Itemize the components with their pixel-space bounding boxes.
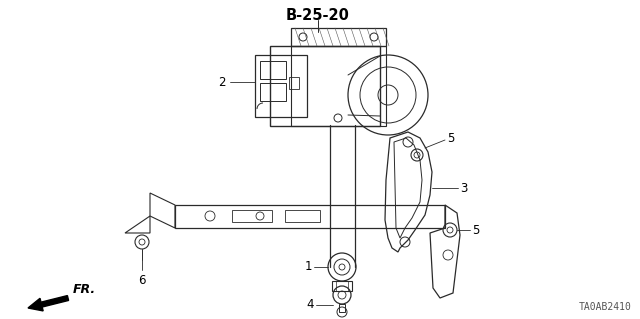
Bar <box>336 281 348 291</box>
Bar <box>270 46 380 126</box>
Bar <box>255 55 307 117</box>
Bar <box>291 28 386 46</box>
Bar <box>291 46 386 126</box>
Bar <box>289 77 299 89</box>
Text: TA0AB2410: TA0AB2410 <box>579 302 632 312</box>
Text: 3: 3 <box>460 182 467 195</box>
Text: 5: 5 <box>472 224 479 236</box>
Bar <box>260 61 286 79</box>
Bar <box>285 210 320 222</box>
Bar <box>232 210 272 222</box>
Text: 1: 1 <box>305 261 312 273</box>
Text: B-25-20: B-25-20 <box>286 8 350 23</box>
Text: 5: 5 <box>447 131 454 145</box>
Text: 4: 4 <box>307 299 314 311</box>
Text: 6: 6 <box>138 274 146 287</box>
Text: FR.: FR. <box>73 283 96 296</box>
Text: 2: 2 <box>218 76 226 88</box>
Bar <box>339 304 345 312</box>
Bar <box>260 83 286 101</box>
FancyArrow shape <box>28 296 68 311</box>
Bar <box>332 281 352 291</box>
